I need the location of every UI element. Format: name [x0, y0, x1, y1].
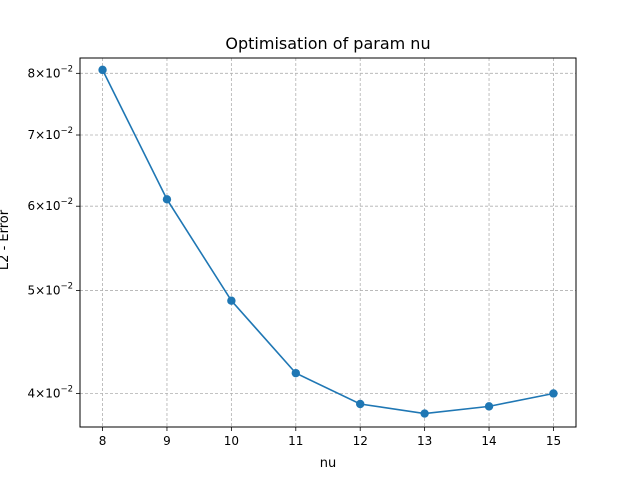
x-tick-label: 13 [417, 434, 432, 448]
data-point [420, 409, 429, 418]
y-tick-label: 7×10−2 [28, 126, 74, 142]
data-point [162, 195, 172, 204]
x-tick-label: 11 [288, 434, 303, 448]
x-tick-label: 12 [353, 434, 368, 448]
y-tick-label: 6×10−2 [28, 197, 74, 213]
grid [80, 58, 576, 427]
x-axis-label: nu [320, 456, 336, 471]
plot-frame [79, 57, 577, 428]
data-point [227, 296, 236, 305]
series-layer [98, 65, 558, 418]
y-axis-label: L2 - Error [0, 209, 12, 270]
data-point [484, 402, 494, 411]
y-tick-label: 5×10−2 [28, 281, 74, 297]
data-point [98, 65, 107, 75]
x-tick-label: 14 [481, 434, 496, 448]
data-point [291, 368, 300, 378]
y-tick-label: 8×10−2 [28, 64, 74, 80]
x-axis: 8 9 10 11 12 13 14 15 [99, 427, 561, 448]
series-line [101, 69, 554, 415]
y-tick-label: 4×10−2 [28, 384, 74, 400]
y-axis: 4×10−2 5×10−2 6×10−2 7×10−2 8×10−2 [28, 64, 80, 400]
x-tick-label: 10 [224, 434, 239, 448]
x-tick-label: 8 [99, 434, 107, 448]
data-point [549, 389, 558, 398]
data-point [356, 399, 365, 409]
x-tick-label: 15 [546, 434, 561, 448]
x-tick-label: 9 [163, 434, 171, 448]
chart-title: Optimisation of param nu [225, 34, 430, 53]
